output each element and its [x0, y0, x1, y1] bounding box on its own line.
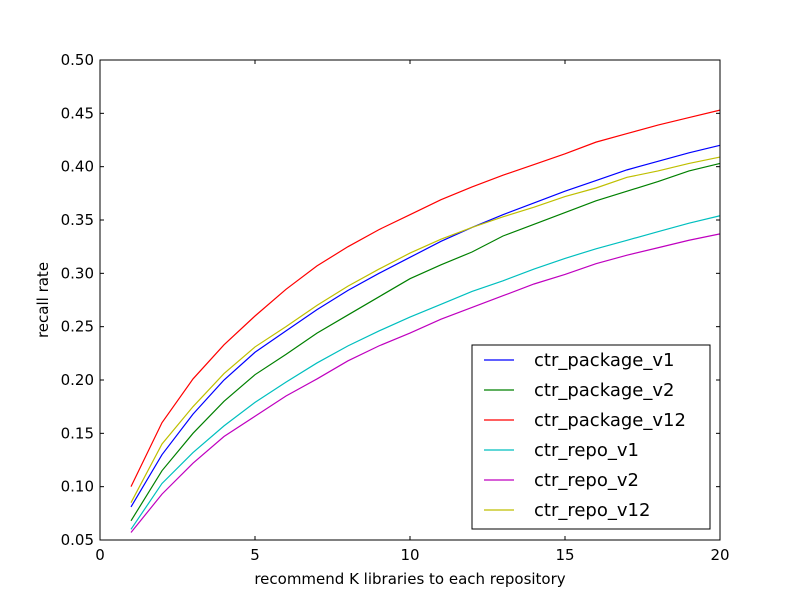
legend-label-ctr_repo_v2: ctr_repo_v2: [534, 470, 639, 491]
y-tick-label: 0.30: [61, 264, 94, 282]
y-tick-label: 0.10: [61, 478, 94, 496]
x-tick-label: 10: [400, 546, 419, 564]
legend-label-ctr_package_v1: ctr_package_v1: [534, 350, 674, 371]
legend-label-ctr_repo_v12: ctr_repo_v12: [534, 500, 650, 521]
legend: ctr_package_v1 ctr_package_v2 ctr_package_…: [471, 344, 711, 530]
x-tick-label: 0: [95, 546, 105, 564]
series-layer: [130, 109, 721, 533]
y-tick-label: 0.25: [61, 318, 94, 336]
legend-label-ctr_package_v2: ctr_package_v2: [534, 380, 674, 401]
series-line-ctr_repo_v12: [130, 156, 721, 503]
series-line-ctr_repo_v1: [130, 215, 721, 530]
plot-area-frame: [99, 59, 721, 541]
series-line-ctr_package_v12: [130, 109, 721, 487]
y-tick-label: 0.50: [61, 51, 94, 69]
axis-ticks: 0 5 10 15 20 0.05 0.10 0.15 0.20 0.25 0.30 0.35 0.40…: [61, 51, 730, 564]
series-line-ctr_repo_v2: [130, 233, 721, 533]
x-tick-label: 20: [710, 546, 729, 564]
series-line-ctr_package_v2: [130, 162, 721, 522]
x-tick-label: 15: [555, 546, 574, 564]
y-tick-label: 0.05: [61, 531, 94, 549]
legend-label-ctr_package_v12: ctr_package_v12: [534, 410, 686, 431]
series-line-ctr_package_v1: [130, 144, 721, 508]
y-tick-label: 0.45: [61, 104, 94, 122]
x-tick-label: 5: [250, 546, 260, 564]
y-tick-label: 0.20: [61, 371, 94, 389]
y-tick-label: 0.40: [61, 158, 94, 176]
y-axis-label: recall rate: [34, 262, 52, 338]
legend-frame: [471, 344, 711, 530]
legend-label-ctr_repo_v1: ctr_repo_v1: [534, 440, 639, 461]
y-tick-label: 0.35: [61, 211, 94, 229]
y-tick-label: 0.15: [61, 424, 94, 442]
x-axis-label: recommend K libraries to each repository: [254, 570, 565, 588]
